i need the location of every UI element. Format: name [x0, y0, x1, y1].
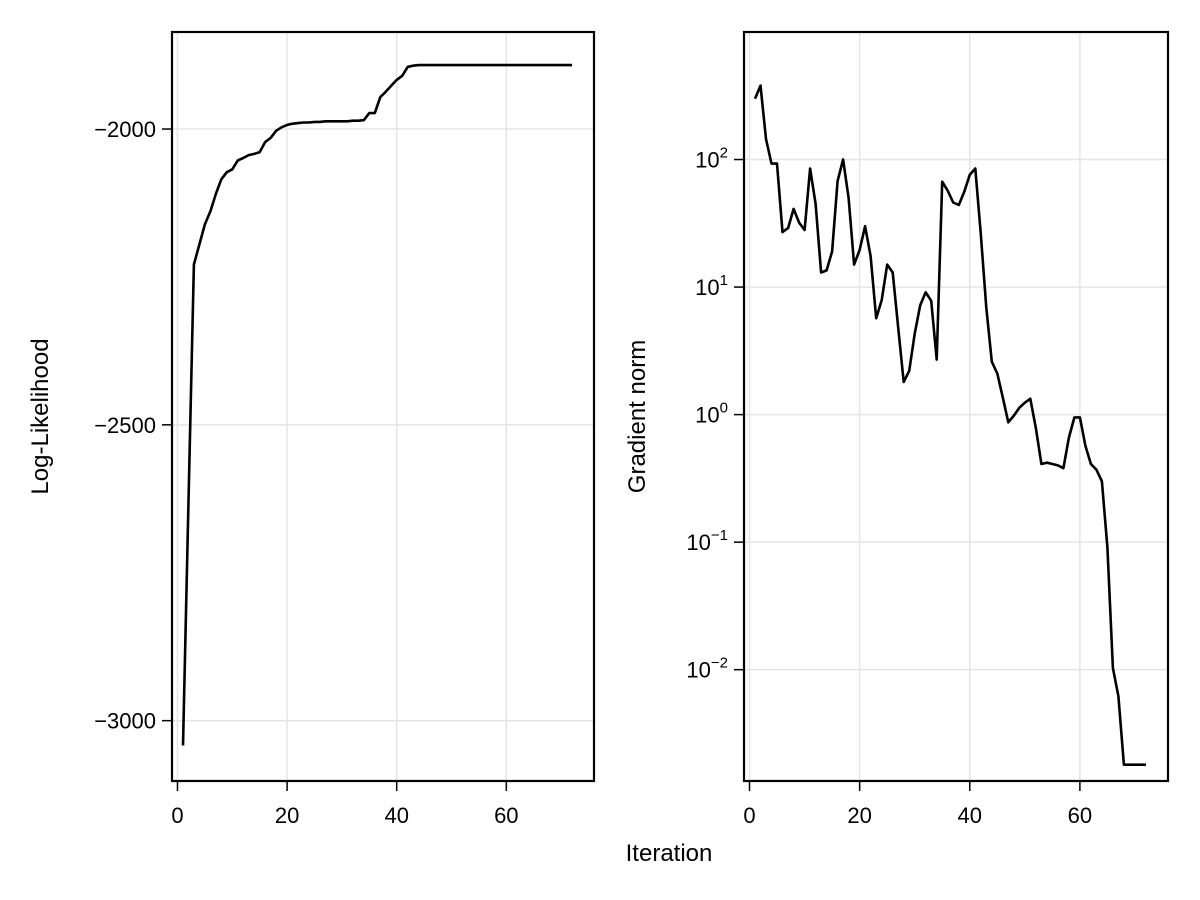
y-tick-label: −3000 — [94, 709, 156, 734]
y-tick-label: 10−2 — [686, 655, 728, 683]
gradient-norm-line — [753, 84, 1146, 766]
right-gridlines — [744, 32, 1168, 781]
x-tick-label: 0 — [171, 803, 183, 828]
left-y-ticks: −3000 −2500 −2000 — [94, 117, 172, 734]
y-tick-label: 10−1 — [686, 527, 728, 555]
y-tick-label: −2000 — [94, 117, 156, 142]
x-tick-label: 60 — [494, 803, 518, 828]
right-y-ticks: 10−2 10−1 100 101 102 — [686, 145, 744, 683]
left-y-axis-label: Log-Likelihood — [27, 338, 54, 494]
x-tick-label: 40 — [958, 803, 982, 828]
right-x-ticks: 0 20 40 60 — [743, 781, 1092, 828]
right-y-axis-label: Gradient norm — [624, 340, 651, 493]
y-tick-label: 102 — [695, 145, 728, 173]
x-tick-label: 40 — [384, 803, 408, 828]
y-tick-label: −2500 — [94, 413, 156, 438]
x-tick-label: 0 — [743, 803, 755, 828]
shared-x-axis-label: Iteration — [626, 840, 713, 867]
left-x-ticks: 0 20 40 60 — [171, 781, 519, 828]
gradient-norm-panel: 0 20 40 60 10−2 10−1 100 101 102 Gradient norm — [624, 30, 1170, 828]
log-likelihood-line — [181, 63, 573, 746]
log-likelihood-panel: 0 20 40 60 −3000 −2500 −2000 Log-Likelihood — [27, 30, 596, 828]
x-tick-label: 20 — [275, 803, 299, 828]
x-tick-label: 20 — [847, 803, 871, 828]
y-tick-label: 101 — [695, 272, 728, 300]
right-axes-frame — [742, 30, 1170, 783]
left-axes-frame — [170, 30, 596, 783]
y-tick-label: 100 — [695, 400, 728, 428]
x-tick-label: 60 — [1068, 803, 1092, 828]
left-gridlines — [172, 32, 594, 781]
